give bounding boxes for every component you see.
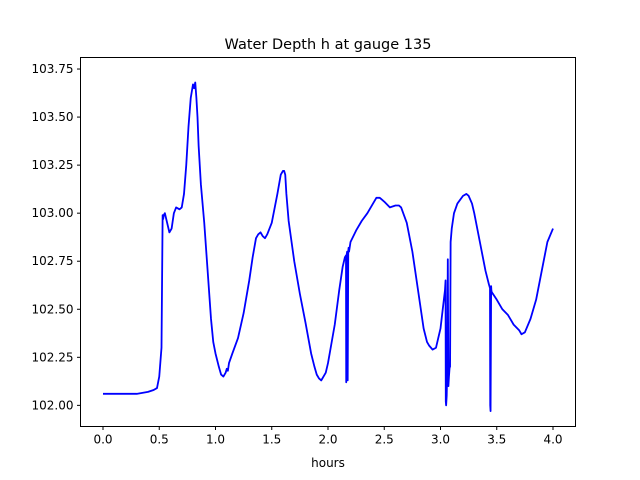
x-tick-label: 3.0 <box>431 433 450 447</box>
x-axis-label: hours <box>311 456 345 470</box>
y-tick-label: 103.75 <box>32 62 74 76</box>
plot-area-frame <box>80 57 576 427</box>
y-axis-ticks: 102.00 102.25 102.50 102.75 103.00 103.25 103.… <box>32 62 81 412</box>
plot-series-group <box>103 81 554 413</box>
x-tick-label: 2.0 <box>318 433 337 447</box>
y-tick-label: 102.25 <box>32 350 74 364</box>
y-tick-label: 102.75 <box>32 254 74 268</box>
x-tick-label: 1.5 <box>262 433 281 447</box>
x-tick-label: 1.0 <box>206 433 225 447</box>
y-tick-label: 102.00 <box>32 398 74 412</box>
y-tick-label: 103.00 <box>32 206 74 220</box>
y-tick-label: 103.25 <box>32 158 74 172</box>
series-line-0 <box>103 81 554 413</box>
x-axis-ticks: 0.0 0.5 1.0 1.5 2.0 2.5 3.0 3.5 4.0 <box>93 426 563 447</box>
x-tick-label: 3.5 <box>487 433 506 447</box>
x-tick-label: 0.0 <box>93 433 112 447</box>
y-tick-label: 103.50 <box>32 110 74 124</box>
chart-title: Water Depth h at gauge 135 <box>225 37 432 53</box>
x-tick-label: 4.0 <box>543 433 562 447</box>
x-tick-label: 0.5 <box>150 433 169 447</box>
y-tick-label: 102.50 <box>32 302 74 316</box>
x-tick-label: 2.5 <box>375 433 394 447</box>
